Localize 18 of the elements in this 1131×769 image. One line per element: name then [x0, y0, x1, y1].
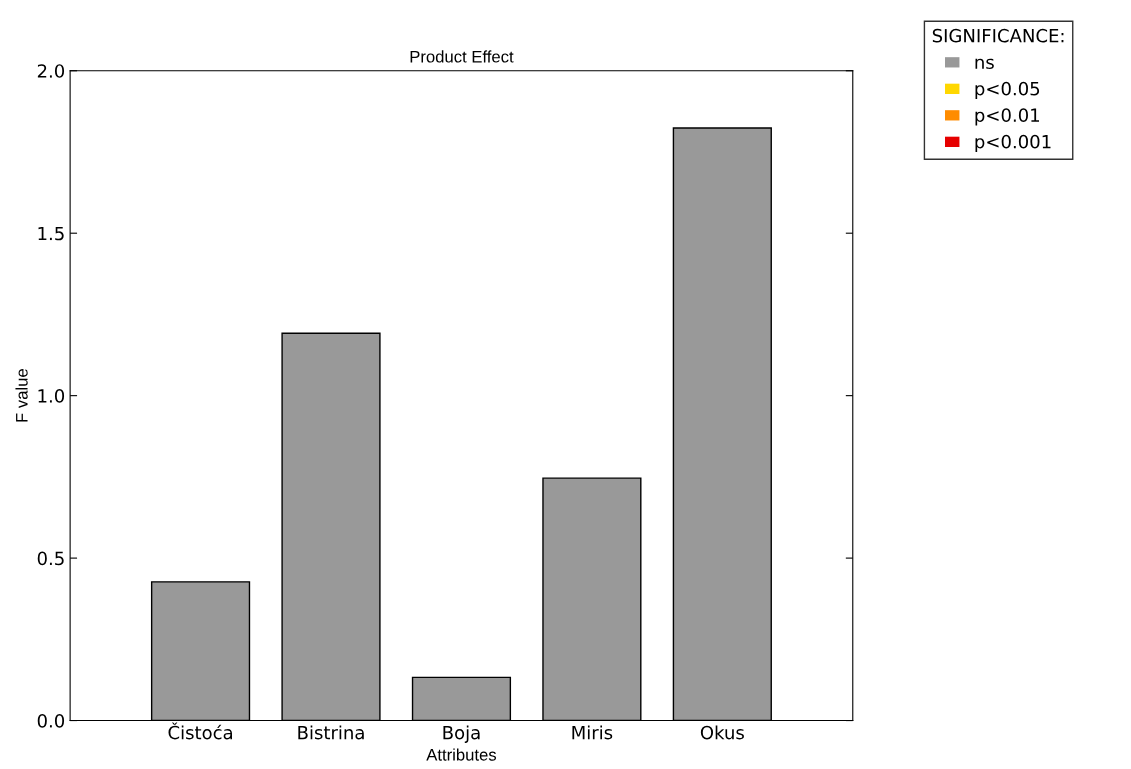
legend-label: ns — [975, 58, 994, 69]
legend-title: SIGNIFICANCE: — [932, 28, 1064, 43]
y-tick-label: 2.0 — [37, 64, 65, 78]
x-tick-label: Bistrina — [298, 725, 364, 740]
legend-label: p<0.001 — [975, 134, 1051, 152]
x-tick-label: Miris — [572, 725, 613, 740]
y-axis-title: F value — [15, 369, 28, 422]
y-tick-label: 0.0 — [37, 714, 65, 728]
chart-title: Product Effect — [410, 50, 514, 63]
y-tick-label: 0.5 — [37, 551, 64, 566]
y-tick-label: 1.5 — [38, 226, 64, 241]
legend-label: p<0.05 — [975, 81, 1040, 99]
legend-label: p<0.01 — [975, 108, 1040, 126]
x-tick-label: Čistoća — [168, 722, 232, 740]
x-tick-label: Boja — [443, 725, 480, 743]
x-axis-title: Attributes — [426, 748, 497, 761]
y-tick-label: 1.0 — [38, 389, 65, 403]
x-tick-label: Okus — [700, 725, 744, 740]
